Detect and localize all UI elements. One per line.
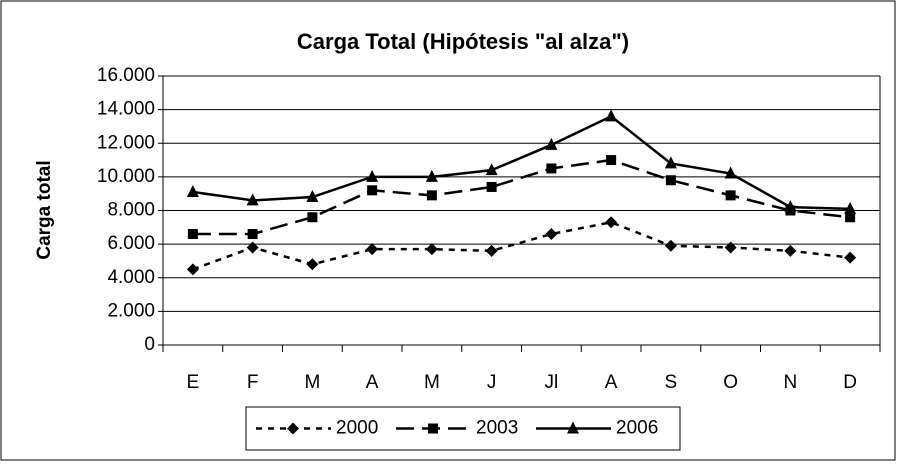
marker: [724, 166, 737, 179]
marker: [724, 241, 737, 254]
marker: [545, 228, 558, 241]
legend-label: 2003: [476, 418, 518, 439]
marker: [306, 190, 319, 203]
marker: [246, 193, 259, 206]
x-tick-label: J: [487, 372, 497, 393]
marker: [485, 163, 498, 176]
marker: [664, 156, 677, 169]
x-tick-label: D: [843, 372, 857, 393]
series-line: [192, 158, 851, 236]
marker: [486, 181, 497, 192]
y-tick-label: 10.000: [97, 166, 155, 187]
x-tick-label: S: [665, 372, 678, 393]
marker: [426, 190, 437, 201]
x-tick-label: Jl: [545, 372, 559, 393]
x-tick-label: N: [784, 372, 798, 393]
x-tick-label: M: [424, 372, 440, 393]
marker: [425, 243, 438, 256]
marker: [665, 175, 676, 186]
x-tick-label: M: [304, 372, 320, 393]
marker: [606, 155, 617, 166]
y-tick-label: 16.000: [97, 65, 155, 86]
marker: [425, 169, 438, 182]
marker: [664, 239, 677, 252]
marker: [186, 185, 199, 198]
y-axis-label: Carga total: [34, 160, 55, 259]
x-tick-label: E: [187, 372, 200, 393]
marker: [247, 229, 258, 240]
marker: [844, 251, 857, 264]
y-tick-label: 4.000: [107, 267, 155, 288]
marker: [784, 200, 797, 213]
marker: [306, 258, 319, 271]
marker: [367, 185, 378, 196]
y-tick-label: 8.000: [107, 200, 155, 221]
y-tick-label: 14.000: [97, 99, 155, 120]
x-tick-label: F: [247, 372, 259, 393]
series-line: [192, 220, 851, 271]
marker: [845, 212, 856, 223]
marker: [187, 229, 198, 240]
marker: [428, 423, 438, 434]
marker: [545, 137, 558, 150]
marker: [546, 163, 557, 174]
marker: [725, 190, 736, 201]
y-tick-label: 12.000: [97, 132, 155, 153]
marker: [366, 169, 379, 182]
y-tick-label: 2.000: [107, 300, 155, 321]
x-tick-label: A: [366, 372, 379, 393]
marker: [605, 216, 618, 229]
marker: [307, 212, 318, 223]
marker: [246, 241, 259, 254]
chart-title: Carga Total (Hipótesis "al alza"): [297, 29, 629, 54]
y-tick-label: 6.000: [107, 233, 155, 254]
marker: [485, 244, 498, 257]
marker: [784, 244, 797, 257]
legend-label: 2006: [616, 418, 658, 439]
marker: [567, 421, 579, 434]
x-tick-label: O: [723, 372, 738, 393]
y-tick-label: 0: [144, 334, 155, 355]
legend-label: 2000: [336, 418, 378, 439]
marker: [366, 243, 379, 256]
series-line: [192, 114, 851, 211]
x-tick-label: A: [605, 372, 618, 393]
marker: [844, 201, 857, 214]
marker: [287, 422, 299, 435]
marker: [605, 109, 618, 122]
marker: [186, 263, 199, 276]
